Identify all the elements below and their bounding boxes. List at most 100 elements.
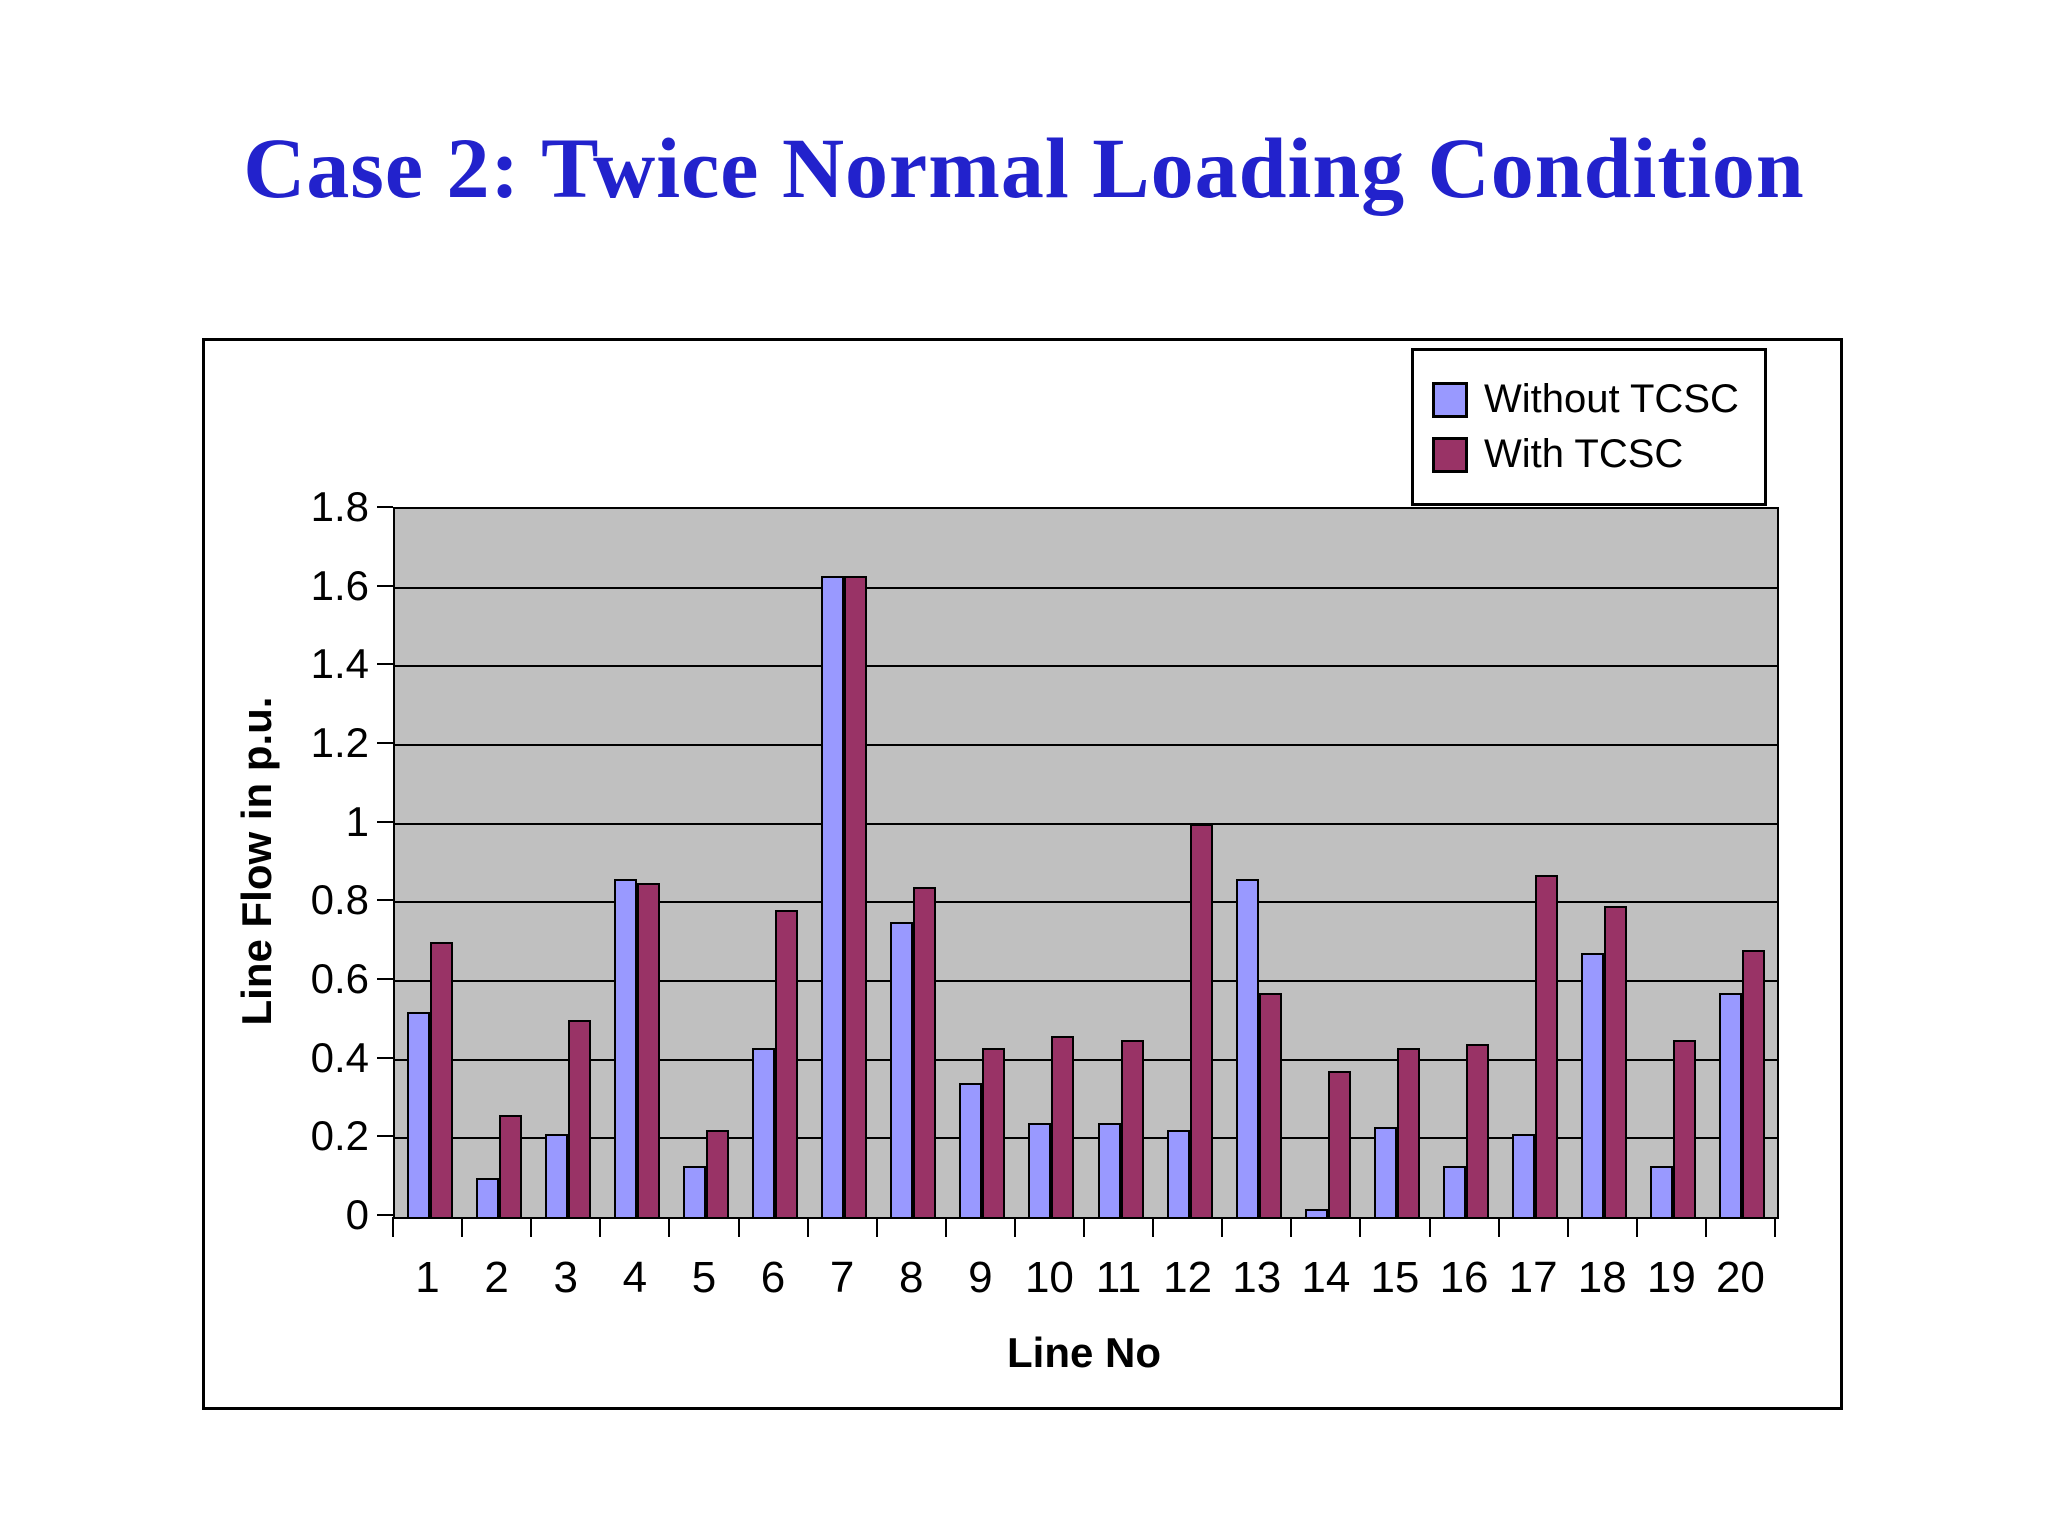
- legend-label-without-tcsc: Without TCSC: [1484, 377, 1739, 421]
- x-tick-label-16: 16: [1439, 1253, 1489, 1302]
- bar-with-tcsc-line-14: [1327, 1071, 1351, 1217]
- y-tick: [377, 663, 393, 666]
- bar-with-tcsc-line-8: [913, 887, 937, 1217]
- legend-label-with-tcsc: With TCSC: [1484, 432, 1684, 476]
- bar-without-tcsc-line-5: [682, 1166, 706, 1217]
- x-tick-label-18: 18: [1577, 1253, 1627, 1302]
- x-tick: [1013, 1217, 1016, 1237]
- legend-swatch-without-tcsc: [1432, 381, 1468, 418]
- bar-with-tcsc-line-19: [1673, 1040, 1697, 1217]
- x-axis-title: Line No: [1007, 1329, 1161, 1376]
- y-tick: [377, 978, 393, 980]
- gridline: [395, 1137, 1777, 1140]
- x-tick: [1152, 1217, 1155, 1237]
- x-tick-label-9: 9: [968, 1253, 993, 1302]
- bar-without-tcsc-line-7: [821, 576, 845, 1217]
- bar-without-tcsc-line-12: [1166, 1130, 1190, 1217]
- x-tick: [1359, 1217, 1362, 1237]
- y-tick-label-0.2: 0.2: [310, 1112, 369, 1160]
- x-tick: [875, 1217, 878, 1237]
- plot-area: [393, 507, 1779, 1219]
- y-tick: [377, 584, 393, 587]
- bar-without-tcsc-line-11: [1097, 1123, 1121, 1217]
- bar-with-tcsc-line-2: [498, 1115, 522, 1217]
- bar-without-tcsc-line-17: [1512, 1134, 1536, 1217]
- y-tick: [377, 1056, 393, 1059]
- gridline: [395, 586, 1777, 589]
- x-tick: [461, 1217, 464, 1237]
- x-tick: [1428, 1217, 1431, 1237]
- bar-without-tcsc-line-1: [406, 1012, 430, 1217]
- x-tick: [1290, 1217, 1293, 1237]
- x-tick-label-1: 1: [415, 1253, 440, 1302]
- bar-without-tcsc-line-13: [1235, 879, 1259, 1217]
- x-tick-label-19: 19: [1646, 1253, 1696, 1302]
- bar-with-tcsc-line-5: [705, 1130, 729, 1217]
- gridline: [395, 665, 1777, 668]
- y-tick-label-0.6: 0.6: [310, 955, 369, 1002]
- bar-without-tcsc-line-14: [1304, 1209, 1328, 1217]
- x-tick: [599, 1217, 602, 1237]
- y-tick-label-1.4: 1.4: [310, 640, 369, 688]
- legend: Without TCSC With TCSC: [1411, 348, 1767, 506]
- bar-with-tcsc-line-18: [1604, 906, 1628, 1217]
- bar-without-tcsc-line-19: [1650, 1166, 1674, 1217]
- y-tick-label-1.6: 1.6: [310, 561, 369, 609]
- x-tick-label-8: 8: [899, 1253, 924, 1302]
- x-tick-label-3: 3: [553, 1253, 578, 1302]
- x-tick: [1497, 1217, 1500, 1237]
- y-tick-label-1: 1: [345, 797, 369, 845]
- y-tick-label-0: 0: [345, 1191, 369, 1238]
- bar-without-tcsc-line-3: [544, 1134, 568, 1217]
- bar-with-tcsc-line-13: [1258, 993, 1282, 1217]
- bar-with-tcsc-line-11: [1120, 1040, 1144, 1217]
- bar-without-tcsc-line-20: [1719, 993, 1743, 1217]
- x-tick: [1704, 1217, 1707, 1237]
- bar-with-tcsc-line-6: [775, 910, 799, 1217]
- bar-without-tcsc-line-18: [1581, 953, 1605, 1217]
- slide-title: Case 2: Twice Normal Loading Condition: [243, 120, 1805, 216]
- bar-with-tcsc-line-3: [567, 1020, 591, 1217]
- y-tick: [377, 1214, 393, 1216]
- y-tick-label-0.8: 0.8: [310, 876, 369, 924]
- bar-with-tcsc-line-17: [1535, 875, 1559, 1217]
- x-tick: [392, 1217, 394, 1237]
- x-tick: [1083, 1217, 1085, 1237]
- bar-without-tcsc-line-2: [475, 1178, 499, 1217]
- bar-without-tcsc-line-8: [890, 922, 914, 1217]
- x-tick-label-20: 20: [1715, 1253, 1765, 1302]
- gridline: [395, 1058, 1777, 1061]
- legend-item-with-tcsc: With TCSC: [1432, 432, 1746, 477]
- x-tick-label-10: 10: [1024, 1253, 1074, 1302]
- bar-without-tcsc-line-10: [1028, 1123, 1052, 1217]
- y-tick-label-0.4: 0.4: [310, 1033, 369, 1081]
- gridline: [395, 822, 1777, 825]
- bar-with-tcsc-line-1: [429, 942, 453, 1217]
- x-tick: [668, 1217, 671, 1237]
- x-tick-label-7: 7: [829, 1253, 855, 1302]
- chart-frame: 0 0.2 0.4 0.6 0.8 1 1.2 1.4 1.6 1.8 1 2 3 4 5 6 7 8 9 10 11…: [202, 338, 1843, 1410]
- bar-with-tcsc-line-20: [1742, 950, 1766, 1217]
- legend-swatch-with-tcsc: [1432, 436, 1468, 473]
- legend-item-without-tcsc: Without TCSC: [1432, 377, 1746, 422]
- bar-without-tcsc-line-6: [752, 1048, 776, 1217]
- y-tick: [377, 820, 393, 823]
- x-tick-label-15: 15: [1370, 1253, 1420, 1302]
- x-tick-label-17: 17: [1508, 1253, 1558, 1302]
- x-tick-label-6: 6: [760, 1253, 786, 1302]
- y-axis-title: Line Flow in p.u.: [233, 696, 280, 1026]
- x-tick-label-14: 14: [1301, 1253, 1351, 1302]
- bar-without-tcsc-line-16: [1443, 1166, 1467, 1217]
- y-tick: [377, 899, 393, 902]
- y-tick-label-1.8: 1.8: [310, 483, 369, 530]
- y-tick-label-1.2: 1.2: [310, 719, 369, 766]
- x-tick-label-11: 11: [1095, 1253, 1142, 1302]
- x-tick: [806, 1217, 809, 1237]
- bar-with-tcsc-line-12: [1189, 824, 1213, 1217]
- bar-without-tcsc-line-9: [959, 1083, 983, 1217]
- x-tick: [1635, 1217, 1638, 1237]
- bar-without-tcsc-line-4: [613, 879, 637, 1217]
- x-tick-label-4: 4: [622, 1253, 648, 1302]
- y-tick: [377, 742, 393, 744]
